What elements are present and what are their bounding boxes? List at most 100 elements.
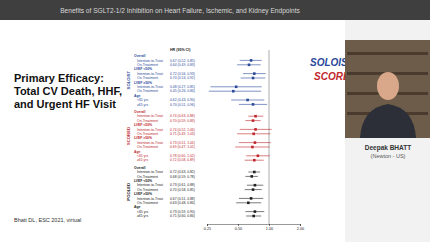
row-estimate-text: 0.45 (0.26, 0.84) (170, 89, 195, 93)
point-estimate (247, 202, 250, 205)
point-estimate (252, 103, 255, 106)
row-estimate-text: 0.73 (0.61, 0.88) (170, 183, 195, 187)
point-estimate (254, 184, 257, 187)
row-label: <65 yrs (137, 210, 149, 214)
tick-label: 0.50 (235, 227, 242, 231)
point-estimate (248, 64, 251, 67)
row-estimate-text: 0.70 (0.59, 0.83) (170, 119, 195, 123)
axis-line (208, 225, 301, 227)
point-estimate (235, 86, 238, 89)
confidence-interval (245, 189, 262, 190)
tick-mark (207, 224, 208, 226)
confidence-interval (209, 91, 261, 92)
confidence-interval (245, 120, 260, 121)
row-estimate-text: 0.63 (0.48, 0.84) (170, 201, 195, 205)
x-tick: 0.50 (235, 224, 242, 231)
row-label: On-Treatment (137, 119, 158, 123)
confidence-interval (245, 176, 257, 177)
row-header: LVEF ≥50% (134, 192, 152, 196)
tick-label: 0.25 (204, 227, 211, 231)
row-label: On-Treatment (137, 76, 158, 80)
row-estimate-text: 0.68 (0.59, 0.78) (170, 175, 195, 179)
point-estimate (254, 141, 257, 144)
row-header: LVEF <50% (134, 179, 152, 183)
row-estimate-text: 0.67 (0.52, 0.85) (170, 59, 195, 63)
row-estimate-text: 0.70 (0.51, 0.96) (170, 103, 195, 107)
row-label: Intention-to-Treat (137, 114, 163, 118)
confidence-interval (243, 73, 266, 74)
row-estimate-text: 0.73 (0.59, 0.90) (170, 210, 195, 214)
point-estimate (250, 59, 253, 62)
row-label: On-Treatment (137, 63, 158, 67)
row-label: Intention-to-Treat (137, 183, 163, 187)
row-label: Intention-to-Treat (137, 128, 163, 132)
confidence-interval (239, 198, 263, 199)
point-estimate (257, 155, 260, 158)
row-label: ≥65 yrs (137, 103, 148, 107)
group-label: POOLED (126, 183, 131, 201)
row-header: LVEF ≥50% (134, 136, 152, 140)
x-tick: 2.00 (297, 224, 304, 231)
confidence-interval (237, 133, 270, 134)
webcam (345, 40, 430, 138)
row-label: Intention-to-Treat (137, 197, 163, 201)
speaker-body (360, 104, 416, 138)
confidence-interval (236, 202, 261, 203)
x-tick: 1.00 (266, 224, 273, 231)
source: Bhatt DL, ESC 2021, virtual (14, 217, 81, 223)
row-header: Age (134, 205, 141, 209)
confidence-interval (248, 116, 263, 117)
row-header: LVEF <50% (134, 67, 152, 71)
webcam-frame (345, 40, 430, 138)
point-estimate (252, 188, 255, 191)
row-label: Intention-to-Treat (137, 72, 163, 76)
row-label: Intention-to-Treat (137, 141, 163, 145)
column-header: HR (95% CI) (170, 48, 191, 52)
row-label: On-Treatment (137, 89, 158, 93)
row-estimate-text: 0.72 (0.63, 0.82) (170, 170, 195, 174)
row-label: On-Treatment (137, 201, 158, 205)
confidence-interval (246, 216, 261, 217)
row-estimate-text: 0.70 (0.53, 0.92) (170, 76, 195, 80)
row-estimate-text: 0.69 (0.47, 1.01) (170, 145, 195, 149)
tick-mark (300, 224, 301, 226)
tick-label: 1.00 (266, 227, 273, 231)
point-estimate (254, 210, 257, 213)
confidence-interval (237, 64, 261, 65)
confidence-interval (240, 60, 262, 61)
row-estimate-text: 0.48 (0.27, 0.85) (170, 85, 195, 89)
point-estimate (253, 72, 256, 75)
row-label: <65 yrs (137, 154, 149, 158)
plot-texts: OverallIntention-to-Treat0.67 (0.52, 0.8… (126, 54, 195, 218)
point-estimate (253, 159, 256, 162)
tick-label: 2.00 (297, 227, 304, 231)
confidence-interval (245, 211, 264, 212)
point-estimate (246, 99, 249, 102)
row-estimate-text: 0.70 (0.58, 0.85) (170, 188, 195, 192)
row-estimate-text: 0.71 (0.60, 0.84) (170, 214, 195, 218)
row-label: ≥65 yrs (137, 214, 148, 218)
tick-mark (269, 224, 270, 226)
row-label: Intention-to-Treat (137, 59, 163, 63)
confidence-interval (246, 155, 270, 156)
point-estimate (251, 146, 254, 149)
speaker-name: Deepak BHATT (365, 144, 412, 152)
null-line (269, 50, 270, 224)
point-estimate (252, 133, 255, 136)
group-label: SOLOIST (126, 71, 131, 90)
title-line: and Urgent HF Visit (14, 98, 116, 110)
confidence-interval (245, 160, 264, 161)
confidence-interval (241, 78, 266, 79)
point-estimate (253, 171, 256, 174)
row-estimate-text: 0.62 (0.43, 0.90) (170, 98, 195, 102)
row-estimate-text: 0.72 (0.58, 0.89) (170, 158, 195, 162)
header-bar (0, 0, 430, 20)
title: Primary Efficacy:Total CV Death, HHF,and… (14, 72, 122, 110)
row-header: LVEF ≥50% (134, 81, 152, 85)
row-header: Overall (134, 54, 146, 58)
group-label: SCORED (126, 127, 131, 145)
point-estimate (252, 119, 255, 122)
row-estimate-text: 0.78 (0.60, 1.02) (170, 154, 195, 158)
point-estimate (252, 77, 255, 80)
speaker-location: (Newton - US) (371, 153, 406, 159)
